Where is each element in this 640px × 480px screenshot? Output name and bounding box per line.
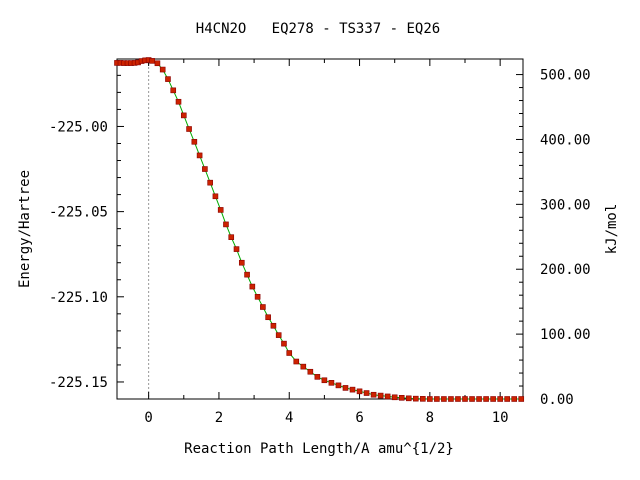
x-tick-label: 4: [285, 410, 293, 426]
chart-title: H4CN2O EQ278 - TS337 - EQ26: [196, 21, 440, 37]
data-point: [254, 293, 261, 300]
data-point: [260, 304, 266, 310]
data-point: [391, 394, 398, 401]
data-point: [228, 234, 235, 240]
data-point: [233, 246, 240, 252]
x-tick-label: 10: [492, 410, 509, 426]
data-point: [342, 385, 349, 391]
data-point: [307, 368, 314, 375]
data-point: [483, 396, 489, 402]
data-point: [420, 396, 426, 402]
data-point: [335, 382, 342, 389]
data-point: [281, 340, 287, 347]
data-point: [384, 393, 391, 400]
data-point: [455, 396, 461, 402]
y-axis-label: Energy/Hartree: [17, 170, 33, 288]
data-point: [405, 395, 412, 402]
data-point: [186, 126, 192, 132]
data-point: [441, 396, 447, 402]
y-tick-label: -225.10: [49, 290, 108, 306]
data-point: [370, 391, 377, 398]
data-point: [490, 396, 496, 402]
data-point: [212, 193, 219, 200]
data-point: [412, 395, 419, 402]
data-point: [518, 396, 525, 402]
data-point: [398, 395, 405, 401]
data-point: [249, 283, 256, 290]
data-point: [469, 396, 475, 402]
y2-tick-label: 0.00: [540, 392, 574, 408]
data-point: [504, 396, 510, 402]
data-point: [293, 358, 300, 365]
data-point: [207, 179, 213, 186]
data-point: [434, 396, 440, 402]
plot-frame: [116, 58, 524, 400]
data-point: [497, 396, 503, 402]
data-point: [149, 58, 155, 64]
data-point: [191, 138, 198, 145]
data-point: [377, 392, 384, 399]
y2-tick-label: 100.00: [540, 327, 591, 343]
data-point: [300, 363, 307, 370]
data-point: [427, 396, 433, 402]
data-point: [275, 332, 282, 338]
plot-area: 0 2 4 6 8 10 -225.00 -225.05 -225.10 -225.15 0.00 1…: [49, 57, 591, 426]
data-point: [462, 396, 468, 402]
data-point: [511, 396, 518, 402]
data-point: [328, 380, 335, 386]
data-point: [244, 271, 250, 278]
data-point: [196, 152, 203, 159]
x-tick-label: 0: [144, 410, 152, 426]
data-point: [165, 76, 171, 82]
data-point: [448, 396, 454, 402]
data-point: [476, 396, 482, 402]
data-point: [159, 66, 166, 73]
y2-tick-label: 200.00: [540, 262, 591, 278]
data-point: [349, 386, 356, 393]
data-point: [154, 60, 161, 67]
data-point: [175, 98, 182, 105]
data-point: [265, 314, 271, 321]
data-point: [202, 166, 208, 172]
data-point: [223, 221, 229, 228]
y2-tick-label: 400.00: [540, 132, 591, 148]
x-axis-label: Reaction Path Length/A amu^{1/2}: [184, 441, 454, 457]
data-point: [238, 259, 245, 266]
y2-tick-label: 500.00: [540, 68, 591, 84]
data-point: [363, 390, 370, 396]
x-tick-label: 8: [426, 410, 434, 426]
data-point: [270, 322, 277, 329]
data-point: [321, 377, 328, 384]
y2-axis-label: kJ/mol: [604, 204, 620, 255]
data-point: [314, 374, 321, 380]
data-point: [170, 87, 177, 94]
data-point: [356, 388, 363, 395]
y-tick-label: -225.00: [49, 119, 108, 135]
x-tick-label: 2: [215, 410, 223, 426]
data-point: [286, 350, 293, 356]
y2-tick-label: 300.00: [540, 197, 591, 213]
y-tick-label: -225.05: [49, 205, 108, 221]
series-line: [117, 59, 522, 400]
data-point: [217, 207, 224, 213]
data-point: [180, 112, 187, 119]
y-tick-label: -225.15: [49, 375, 108, 391]
x-tick-label: 6: [355, 410, 363, 426]
